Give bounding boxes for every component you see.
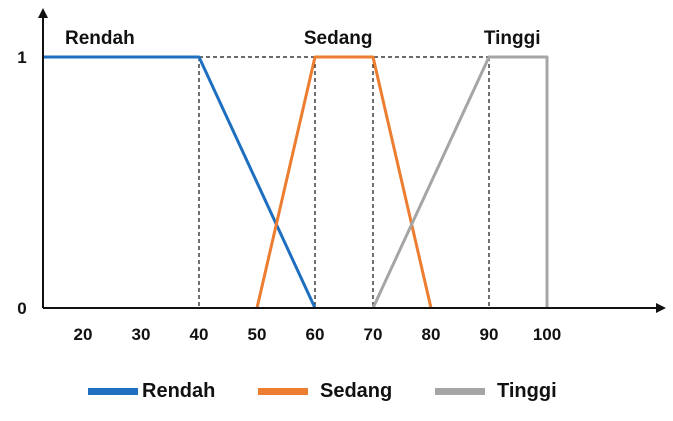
legend-label-tinggi: Tinggi — [497, 380, 557, 402]
x-tick-label: 80 — [422, 325, 441, 344]
x-tick-labels: 20 30 40 50 60 70 80 90 100 — [74, 325, 562, 344]
legend-label-sedang: Sedang — [320, 380, 392, 402]
x-tick-label: 30 — [132, 325, 151, 344]
curve-label-tinggi: Tinggi — [484, 28, 541, 49]
y-tick-labels: 01 — [17, 48, 26, 318]
legend-swatch-tinggi — [435, 388, 485, 395]
legend-label-rendah: Rendah — [142, 380, 215, 402]
y-tick-label: 1 — [17, 48, 26, 67]
legend-swatch-sedang — [258, 388, 308, 395]
x-tick-label: 60 — [306, 325, 325, 344]
x-tick-label: 20 — [74, 325, 93, 344]
axes — [38, 8, 666, 313]
legend-swatch-rendah — [88, 388, 138, 395]
series-rendah-line — [43, 55, 317, 309]
series-lines — [43, 55, 549, 309]
series-tinggi-line — [371, 55, 549, 309]
x-tick-label: 100 — [533, 325, 561, 344]
x-tick-label: 50 — [248, 325, 267, 344]
curve-label-sedang: Sedang — [304, 28, 373, 49]
x-tick-label: 90 — [480, 325, 499, 344]
series-sedang-line — [255, 55, 433, 309]
curve-labels: Rendah Sedang Tinggi — [65, 28, 541, 49]
legend: Rendah Sedang Tinggi — [88, 380, 557, 402]
y-axis-arrow — [38, 8, 48, 18]
y-tick-label: 0 — [17, 299, 26, 318]
x-tick-label: 40 — [190, 325, 209, 344]
curve-label-rendah: Rendah — [65, 28, 135, 49]
dashed-guides — [198, 56, 490, 308]
x-tick-label: 70 — [364, 325, 383, 344]
